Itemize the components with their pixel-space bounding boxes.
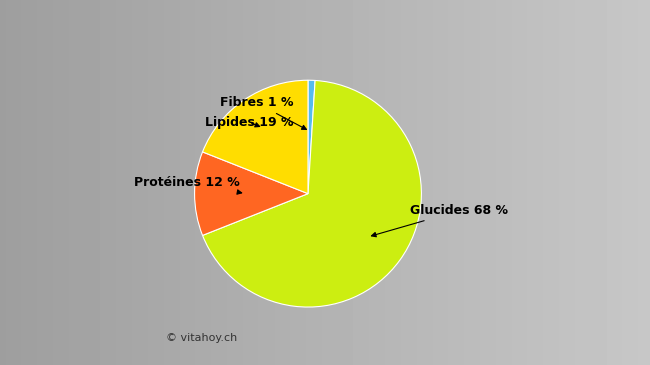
Wedge shape [194,152,308,235]
Wedge shape [203,80,421,307]
Text: © vitahoy.ch: © vitahoy.ch [166,333,237,343]
Text: Protéines 12 %: Protéines 12 % [134,176,242,194]
Text: Fibres 1 %: Fibres 1 % [220,96,306,130]
Text: Glucides 68 %: Glucides 68 % [372,204,508,237]
Text: Lipides 19 %: Lipides 19 % [205,116,293,129]
Wedge shape [203,80,308,194]
Wedge shape [308,80,315,194]
